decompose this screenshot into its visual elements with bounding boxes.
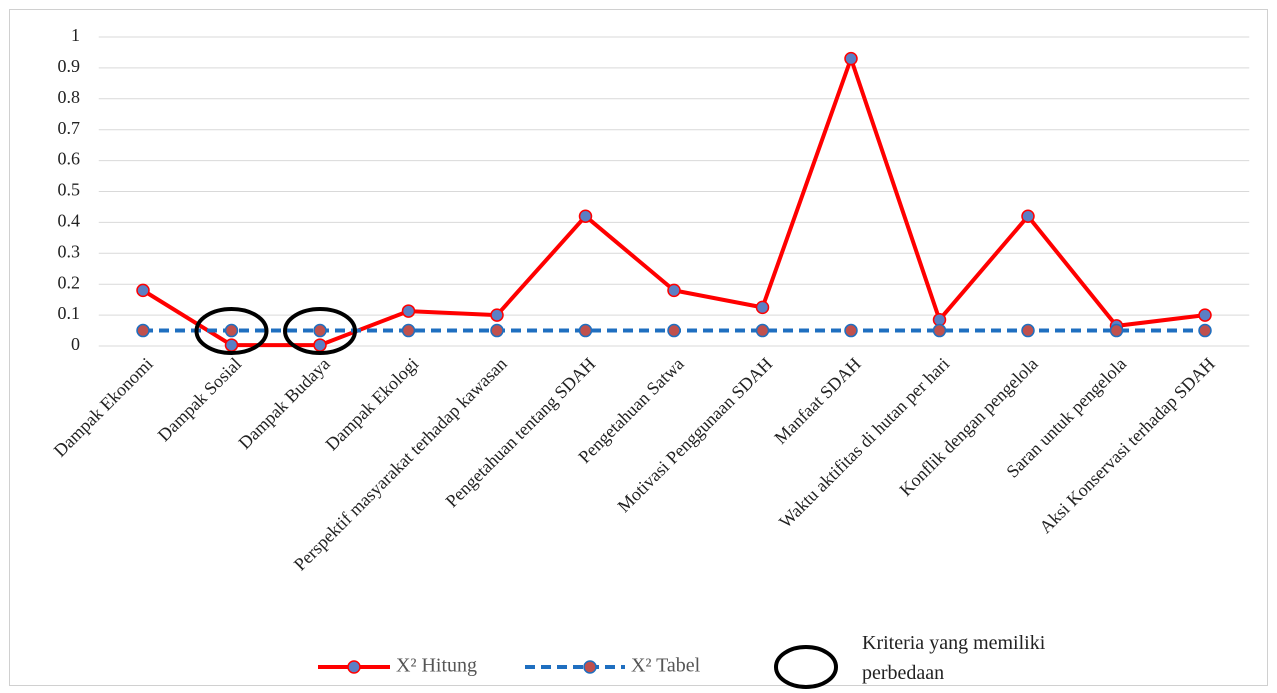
x-tick-label: Waktu aktifitas di hutan per hari bbox=[775, 354, 953, 532]
legend-label: X² Tabel bbox=[631, 655, 701, 677]
highlight-ellipse bbox=[194, 307, 269, 355]
y-tick-label: 0.4 bbox=[58, 211, 81, 231]
chart-border bbox=[9, 9, 1268, 686]
marker bbox=[224, 338, 239, 352]
y-tick-label: 0.2 bbox=[58, 272, 81, 292]
marker bbox=[313, 338, 327, 352]
x-tick-label: Aksi Konservasi terhadap SDAH bbox=[1035, 354, 1218, 537]
marker bbox=[844, 323, 858, 338]
marker bbox=[490, 323, 504, 338]
marker bbox=[755, 300, 770, 315]
legend-label: Kriteria yang memiliki perbedaan bbox=[862, 632, 1046, 684]
marker bbox=[667, 283, 681, 298]
marker bbox=[578, 323, 593, 338]
marker bbox=[932, 323, 947, 338]
marker bbox=[1109, 323, 1124, 338]
marker bbox=[844, 51, 858, 66]
y-tick-label: 0.7 bbox=[58, 118, 81, 138]
y-tick-label: 0.3 bbox=[58, 241, 81, 261]
marker bbox=[224, 323, 239, 338]
legend-label: X² Hitung bbox=[396, 655, 477, 677]
marker bbox=[136, 323, 150, 338]
x-tick-label: Dampak Ekonomi bbox=[50, 354, 157, 461]
x-tick-label: Dampak Ekologi bbox=[321, 354, 422, 455]
x-tick-label: Dampak Budaya bbox=[234, 354, 333, 453]
legend-marker bbox=[347, 660, 361, 674]
series-line bbox=[141, 56, 1206, 348]
marker bbox=[313, 323, 327, 338]
y-tick-label: 0 bbox=[71, 334, 80, 354]
x-tick-label: Pengetahuan tentang SDAH bbox=[442, 354, 600, 512]
x-tick-label: Manfaat SDAH bbox=[770, 354, 864, 448]
x-tick-label: Motivasi Penggunaan SDAH bbox=[614, 354, 777, 517]
marker bbox=[1198, 323, 1212, 338]
y-tick-label: 0.6 bbox=[58, 149, 81, 169]
marker bbox=[401, 323, 416, 338]
y-tick-label: 0.8 bbox=[58, 87, 81, 107]
marker bbox=[1021, 209, 1035, 223]
marker bbox=[578, 209, 593, 223]
y-tick-label: 0.1 bbox=[58, 303, 81, 323]
highlight-ellipse bbox=[283, 307, 357, 355]
marker bbox=[401, 304, 416, 318]
marker bbox=[490, 308, 504, 322]
legend-marker bbox=[583, 660, 597, 674]
marker bbox=[755, 323, 770, 338]
y-tick-label: 0.5 bbox=[58, 180, 81, 200]
marker bbox=[1021, 323, 1035, 338]
marker bbox=[667, 323, 681, 338]
y-tick-label: 1 bbox=[71, 25, 80, 45]
marker bbox=[1198, 308, 1212, 322]
legend-ellipse bbox=[774, 645, 838, 689]
x-tick-label: Dampak Sosial bbox=[154, 354, 246, 446]
marker bbox=[136, 283, 150, 298]
y-tick-label: 0.9 bbox=[58, 56, 81, 76]
